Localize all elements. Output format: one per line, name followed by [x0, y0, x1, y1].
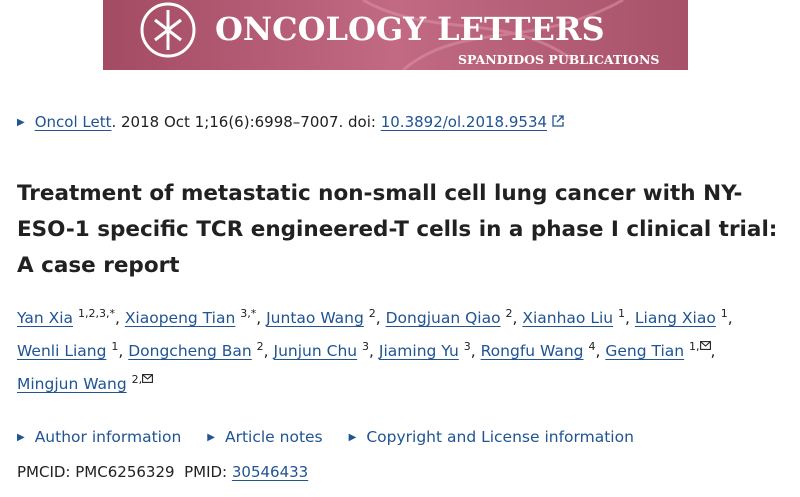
publisher: SPANDIDOS PUBLICATIONS [458, 52, 659, 67]
triangle-icon: ▶ [17, 432, 25, 443]
doi-link[interactable]: 10.3892/ol.2018.9534 [380, 113, 548, 131]
section-label: Article notes [224, 428, 323, 446]
author-name[interactable]: Wenli Liang [17, 342, 107, 360]
author-list: Yan Xia 1,2,3,*, Xiaopeng Tian 3,*, Junt… [17, 302, 777, 401]
separator: , [470, 342, 481, 360]
separator: , [625, 309, 635, 327]
separator: , [118, 342, 129, 360]
section-link[interactable]: ▶ Article notes [207, 428, 322, 446]
affiliation: 2 [505, 306, 513, 320]
pmcid-label: PMCID: [17, 463, 76, 481]
article-title: Treatment of metastatic non-small cell l… [17, 181, 778, 278]
identifiers: PMCID: PMC6256329 PMID: 30546433 [17, 463, 308, 481]
section-label: Author information [34, 428, 182, 446]
separator: , [595, 342, 606, 360]
affiliation: 1 [618, 306, 626, 320]
author-name[interactable]: Rongfu Wang [480, 342, 584, 360]
affiliation: 1 [111, 339, 119, 353]
author-name[interactable]: Juntao Wang [266, 309, 364, 327]
external-icon [552, 115, 564, 127]
affiliation: 1, [689, 340, 711, 353]
author-name[interactable]: Xiaopeng Tian [124, 309, 236, 327]
citation: ▶ Oncol Lett. 2018 Oct 1;16(6):6998–7007.… [17, 113, 564, 131]
section-link[interactable]: ▶ Copyright and License information [349, 428, 634, 446]
pmcid: PMC6256329 [75, 463, 175, 481]
separator: , [256, 309, 267, 327]
author-name[interactable]: Xianhao Liu [522, 309, 614, 327]
author-name[interactable]: Dongcheng Ban [128, 342, 252, 360]
affiliation: 3 [362, 339, 370, 353]
author-name[interactable]: Geng Tian [605, 342, 685, 360]
affiliation: 3 [463, 339, 471, 353]
affiliation: 1 [720, 306, 728, 320]
separator: , [114, 309, 125, 327]
affiliation: 4 [588, 339, 596, 353]
mail-icon [699, 340, 711, 350]
separator: , [727, 309, 733, 327]
pmid-link[interactable]: 30546433 [231, 463, 309, 481]
journal-link[interactable]: Oncol Lett [34, 113, 112, 131]
separator: , [263, 342, 274, 360]
affiliation: 2 [256, 339, 264, 353]
author-name[interactable]: Dongjuan Qiao [385, 309, 501, 327]
triangle-icon: ▶ [207, 432, 215, 443]
triangle-icon: ▶ [348, 432, 357, 443]
affiliation: 2 [368, 306, 376, 320]
journal-title: ONCOLOGY LETTERS [215, 10, 605, 48]
author-name[interactable]: Liang Xiao [634, 309, 716, 327]
section-links: ▶ Author information ▶ Article notes ▶ Copyri… [17, 428, 660, 446]
separator: , [369, 342, 379, 360]
section-link[interactable]: ▶ Author information [17, 428, 181, 446]
journal-banner: ONCOLOGY LETTERS SPANDIDOS PUBLICATIONS [103, 0, 688, 70]
author-name[interactable]: Yan Xia [17, 309, 74, 327]
affiliation: 2, [132, 373, 154, 386]
separator: , [375, 309, 386, 327]
pmid-label: PMID: [184, 463, 232, 481]
citation-details: . 2018 Oct 1;16(6):6998–7007. doi: [111, 113, 381, 131]
separator: , [512, 309, 523, 327]
author-name[interactable]: Mingjun Wang [17, 375, 127, 393]
author-name[interactable]: Jiaming Yu [378, 342, 459, 360]
author-name[interactable]: Junjun Chu [273, 342, 358, 360]
journal-logo [140, 2, 196, 58]
mail-icon [142, 373, 154, 383]
section-label: Copyright and License information [366, 428, 634, 446]
separator: , [710, 342, 716, 360]
affiliation: 3,* [240, 306, 257, 320]
affiliation: 1,2,3,* [77, 306, 115, 320]
